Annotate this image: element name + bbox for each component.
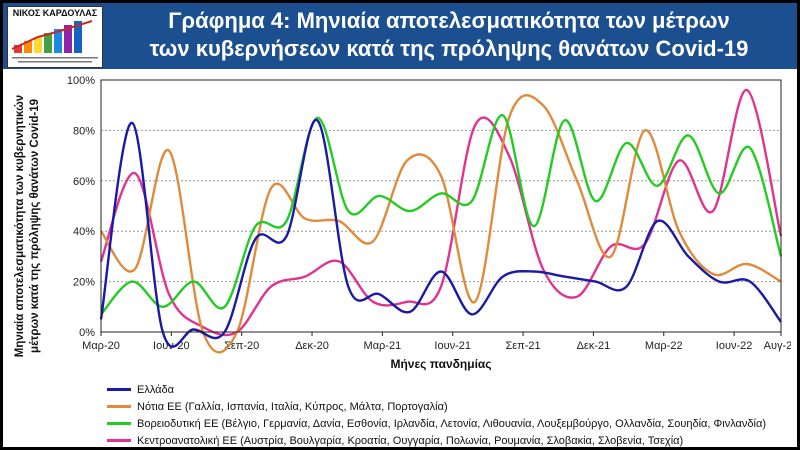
x-tick-label: Μαρ-22 — [645, 340, 683, 352]
logo-bars-icon — [11, 20, 93, 53]
logo-caption-lines — [12, 57, 98, 63]
gridlines — [101, 79, 781, 333]
x-tick-label: Σεπ-20 — [224, 340, 259, 352]
y-tick-label: 60% — [73, 176, 95, 188]
legend-label: Νότια ΕΕ (Γαλλία, Ισπανία, Ιταλία, Κύπρο… — [137, 400, 448, 413]
plot-area-border — [100, 79, 782, 333]
legend-item-greece: Ελλάδα — [107, 381, 766, 398]
series-line-3 — [99, 88, 783, 337]
series-lines — [99, 88, 783, 354]
legend-swatch — [107, 439, 131, 442]
title-banner: ΝΙΚΟΣ ΚΑΡΔΟΥΛΑΣ Γράφημα 4: Μηνιαία αποτε… — [3, 3, 797, 69]
series-line-1 — [100, 94, 782, 354]
y-tick-label: 20% — [73, 277, 95, 289]
y-tick-label: 80% — [73, 125, 95, 137]
y-axis-label-line-2: μέτρων κατά της πρόληψης θανάτων Covid-1… — [29, 99, 41, 353]
legend-label: Κεντροανατολική ΕΕ (Αυστρία, Βουλγαρία, … — [137, 434, 684, 447]
legend-swatch — [107, 422, 131, 425]
line-chart: 0%20%40%60%80%100% Μαρ-20 Ιουν-20 Σεπ-20 Δε… — [67, 75, 791, 371]
author-logo: ΝΙΚΟΣ ΚΑΡΔΟΥΛΑΣ — [7, 6, 103, 68]
legend-label: Ελλάδα — [137, 383, 175, 396]
title-line-1: Γράφημα 4: Μηνιαία αποτελεσματικότητα τω… — [168, 8, 730, 33]
x-tick-label: Ιουν-21 — [434, 340, 471, 352]
legend-item-northwest-eu: Βορειοδυτική ΕΕ (Βέλγιο, Γερμανία, Δανία… — [107, 415, 766, 432]
y-axis-label-line-1: Μηνιαία αποτελεσματικότητα των κυβερνητι… — [14, 95, 26, 357]
chart-title: Γράφημα 4: Μηνιαία αποτελεσματικότητα τω… — [107, 7, 791, 63]
x-axis-ticks: Μαρ-20 Ιουν-20 Σεπ-20 Δεκ-20 Μαρ-21 Ιουν-21 Σε… — [82, 332, 791, 352]
legend-label: Βορειοδυτική ΕΕ (Βέλγιο, Γερμανία, Δανία… — [137, 417, 766, 430]
x-tick-label: Σεπ-21 — [505, 340, 540, 352]
legend-item-central-east-eu: Κεντροανατολική ΕΕ (Αυστρία, Βουλγαρία, … — [107, 432, 766, 449]
x-axis-label: Μήνες πανδημίας — [390, 357, 491, 371]
y-tick-label: 0% — [79, 327, 95, 339]
legend-swatch — [107, 405, 131, 408]
x-tick-label: Αυγ-22 — [764, 340, 791, 352]
x-tick-label: Μαρ-20 — [82, 340, 120, 352]
series-line-0 — [99, 119, 782, 348]
legend-swatch — [107, 388, 131, 391]
title-line-2: των κυβερνήσεων κατά της πρόληψης θανάτω… — [149, 36, 749, 61]
y-tick-label: 100% — [67, 75, 95, 87]
series-line-2 — [100, 114, 783, 316]
legend-item-south-eu: Νότια ΕΕ (Γαλλία, Ισπανία, Ιταλία, Κύπρο… — [107, 398, 766, 415]
x-tick-label: Δεκ-21 — [577, 340, 611, 352]
x-tick-label: Δεκ-20 — [295, 340, 329, 352]
y-axis-label: Μηνιαία αποτελεσματικότητα των κυβερνητι… — [14, 95, 41, 357]
legend: Ελλάδα Νότια ΕΕ (Γαλλία, Ισπανία, Ιταλία… — [107, 381, 766, 449]
logo-name: ΝΙΚΟΣ ΚΑΡΔΟΥΛΑΣ — [12, 8, 98, 18]
y-tick-label: 40% — [73, 226, 95, 238]
y-axis-ticks: 0% 20% 40% 60% 80% 100% — [67, 75, 95, 339]
x-tick-label: Ιουν-22 — [716, 340, 753, 352]
x-tick-label: Μαρ-21 — [364, 340, 402, 352]
